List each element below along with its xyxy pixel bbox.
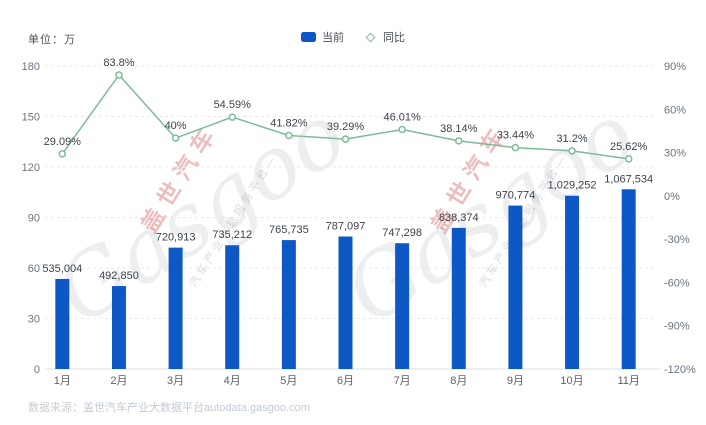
yoy-point[interactable]: [398, 125, 406, 134]
bar-series-swatch-icon: [301, 32, 316, 42]
yoy-point[interactable]: [624, 155, 633, 163]
yoy-value-label: 39.29%: [327, 121, 365, 133]
bar[interactable]: [621, 189, 636, 369]
yoy-value-label: 31.2%: [556, 133, 587, 145]
yoy-value-label: 40%: [165, 120, 187, 132]
yoy-value-label: 38.14%: [440, 123, 478, 135]
x-axis-label: 7月: [394, 375, 411, 387]
x-axis-label: 1月: [54, 375, 71, 387]
yoy-value-label: 25.62%: [610, 141, 648, 153]
yoy-point[interactable]: [511, 143, 520, 152]
x-axis-label: 3月: [167, 375, 184, 387]
yoy-point[interactable]: [228, 113, 236, 121]
yoy-value-label: 46.01%: [383, 111, 421, 123]
y-axis-left-tick-label: 180: [22, 61, 40, 73]
x-axis-label: 9月: [507, 375, 524, 387]
yoy-point[interactable]: [171, 134, 180, 142]
data-source: 数据来源：盖世汽车产业大数据平台autodata.gasgoo.com: [28, 399, 310, 415]
yoy-point[interactable]: [568, 147, 576, 155]
bar-value-label: 1,067,534: [604, 173, 653, 185]
y-axis-left-tick-label: 90: [28, 213, 40, 225]
y-axis-right-tick-label: 60%: [664, 104, 686, 116]
legend-item-current[interactable]: 当前: [301, 29, 344, 45]
bar[interactable]: [338, 236, 353, 369]
yoy-value-label: 54.59%: [214, 99, 252, 111]
bar[interactable]: [395, 243, 410, 369]
y-axis-right-tick-label: 90%: [664, 61, 686, 73]
bar[interactable]: [451, 227, 466, 369]
x-axis-label: 4月: [224, 375, 241, 387]
bar-value-label: 970,774: [496, 190, 536, 202]
yoy-value-label: 33.44%: [497, 130, 535, 142]
y-axis-left-tick-label: 30: [28, 314, 40, 326]
yoy-point[interactable]: [285, 131, 293, 140]
legend: 当前 同比: [0, 29, 706, 45]
y-axis-left-tick-label: 60: [28, 263, 40, 275]
y-axis-right-tick-label: -30%: [664, 234, 690, 246]
bar-value-label: 747,298: [382, 227, 422, 239]
bar[interactable]: [168, 247, 183, 369]
x-axis-label: 8月: [450, 375, 467, 387]
bar-value-label: 838,374: [439, 212, 479, 224]
bar-value-label: 535,004: [42, 263, 82, 275]
yoy-value-label: 29.09%: [44, 136, 82, 148]
yoy-value-label: 41.82%: [270, 118, 308, 130]
bar[interactable]: [565, 195, 580, 369]
x-axis-label: 5月: [280, 375, 297, 387]
y-axis-left-tick-label: 120: [22, 162, 40, 174]
yoy-value-label: 83.8%: [103, 57, 134, 69]
bar-value-label: 787,097: [326, 221, 366, 233]
bar[interactable]: [281, 240, 296, 369]
y-axis-left-tick-label: 150: [22, 112, 40, 124]
yoy-point[interactable]: [58, 150, 67, 158]
legend-item-yoy[interactable]: 同比: [364, 29, 405, 45]
bar[interactable]: [55, 278, 70, 369]
yoy-point[interactable]: [341, 135, 350, 143]
bar-value-label: 720,913: [156, 232, 196, 244]
y-axis-left-tick-label: 0: [34, 364, 40, 376]
bar-value-label: 492,850: [99, 270, 139, 282]
y-axis-right-tick-label: 0%: [664, 191, 680, 203]
bar-value-label: 765,735: [269, 224, 309, 236]
bar[interactable]: [225, 245, 240, 369]
y-axis-right-tick-label: -120%: [664, 364, 696, 376]
legend-label-yoy: 同比: [383, 32, 405, 44]
y-axis-right-tick-label: -90%: [664, 321, 690, 333]
yoy-point[interactable]: [455, 137, 463, 145]
bar-value-label: 735,212: [212, 229, 252, 241]
yoy-point[interactable]: [115, 71, 123, 79]
data-source-prefix: 数据来源：: [28, 402, 83, 414]
y-axis-right-tick-label: 30%: [664, 148, 686, 160]
x-axis-label: 2月: [110, 375, 127, 387]
axis-unit-label: 单位：万: [28, 34, 76, 46]
bar[interactable]: [508, 205, 523, 369]
bar-value-label: 1,029,252: [548, 180, 597, 192]
legend-label-current: 当前: [322, 32, 344, 44]
x-axis-label: 6月: [337, 375, 354, 387]
x-axis-label: 11月: [617, 375, 639, 387]
bar[interactable]: [111, 286, 126, 369]
y-axis-right-tick-label: -60%: [664, 277, 690, 289]
x-axis-label: 10月: [560, 375, 583, 387]
data-source-link[interactable]: 盖世汽车产业大数据平台autodata.gasgoo.com: [83, 402, 310, 414]
